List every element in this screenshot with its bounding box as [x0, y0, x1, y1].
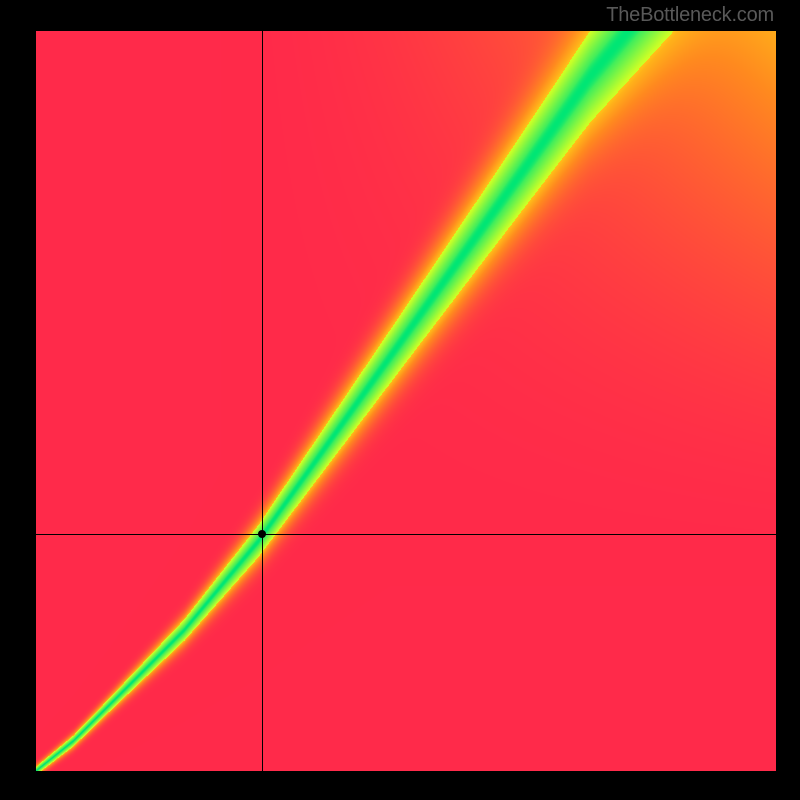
crosshair-vertical: [262, 31, 263, 771]
crosshair-dot: [258, 530, 266, 538]
watermark-text: TheBottleneck.com: [606, 4, 774, 27]
plot-area: [36, 31, 776, 771]
heatmap-canvas: [36, 31, 776, 771]
crosshair-horizontal: [36, 534, 776, 535]
